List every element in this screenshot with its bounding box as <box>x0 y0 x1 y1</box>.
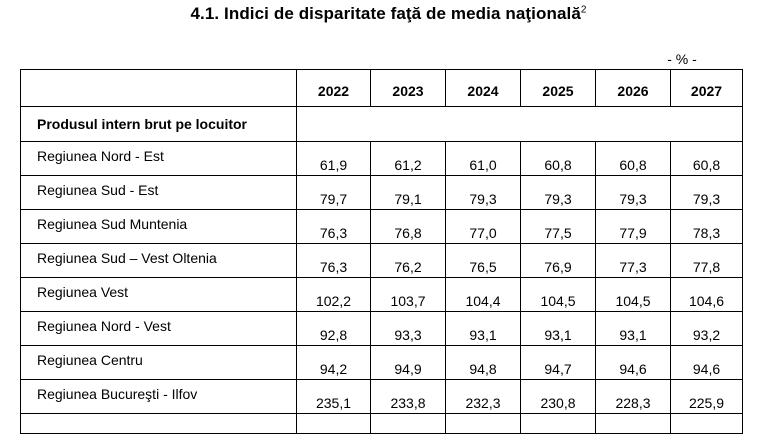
table-row: Regiunea Centru 94,2 94,9 94,8 94,7 94,6 94,6 <box>20 345 743 380</box>
section-empty-cell <box>296 106 743 142</box>
value-cell: 76,3 <box>296 243 371 278</box>
value-cell: 92,8 <box>296 311 371 346</box>
value-cell: 94,8 <box>445 345 521 380</box>
disparity-table: 2022 2023 2024 2025 2026 2027 Produsul i… <box>20 69 743 434</box>
empty-cell <box>595 413 671 434</box>
region-label: Regiunea Nord - Est <box>20 141 297 176</box>
table-row: Regiunea Sud Muntenia 76,3 76,8 77,0 77,5 77,… <box>20 209 743 244</box>
year-header: 2027 <box>670 69 743 107</box>
value-cell: 77,0 <box>445 209 521 244</box>
unit-label: - % - <box>667 51 697 67</box>
value-cell: 79,7 <box>296 175 371 210</box>
table-row: Regiunea Vest 102,2 103,7 104,4 104,5 104,5 10… <box>20 277 743 312</box>
value-cell: 93,1 <box>445 311 521 346</box>
table-row: Regiunea Nord - Vest 92,8 93,3 93,1 93,1 93,1… <box>20 311 743 346</box>
header-corner-cell <box>20 69 297 107</box>
value-cell: 228,3 <box>595 379 671 414</box>
section-label: Produsul intern brut pe locuitor <box>20 106 297 142</box>
value-cell: 94,2 <box>296 345 371 380</box>
value-cell: 232,3 <box>445 379 521 414</box>
region-label: Regiunea Vest <box>20 277 297 312</box>
value-cell: 93,2 <box>670 311 743 346</box>
value-cell: 103,7 <box>370 277 446 312</box>
value-cell: 76,5 <box>445 243 521 278</box>
region-label: Regiunea Nord - Vest <box>20 311 297 346</box>
title-text: 4.1. Indici de disparitate faţă de media… <box>190 4 581 23</box>
value-cell: 77,5 <box>520 209 596 244</box>
value-cell: 93,1 <box>595 311 671 346</box>
value-cell: 94,7 <box>520 345 596 380</box>
region-label: Regiunea Sud – Vest Oltenia <box>20 243 297 278</box>
value-cell: 76,8 <box>370 209 446 244</box>
header-row: 2022 2023 2024 2025 2026 2027 <box>20 69 743 107</box>
empty-cell <box>20 413 297 434</box>
value-cell: 60,8 <box>520 141 596 176</box>
value-cell: 94,9 <box>370 345 446 380</box>
value-cell: 78,3 <box>670 209 743 244</box>
value-cell: 77,8 <box>670 243 743 278</box>
value-cell: 60,8 <box>670 141 743 176</box>
empty-cell <box>445 413 521 434</box>
table-row: Regiunea Sud – Vest Oltenia 76,3 76,2 76,5 7… <box>20 243 743 278</box>
empty-cell <box>520 413 596 434</box>
value-cell: 94,6 <box>670 345 743 380</box>
table-row: Regiunea Bucureşti - Ilfov 235,1 233,8 232,… <box>20 379 743 414</box>
value-cell: 233,8 <box>370 379 446 414</box>
page-title: 4.1. Indici de disparitate faţă de media… <box>0 4 777 24</box>
region-label: Regiunea Sud Muntenia <box>20 209 297 244</box>
empty-cell <box>670 413 743 434</box>
year-header: 2023 <box>370 69 446 107</box>
value-cell: 60,8 <box>595 141 671 176</box>
value-cell: 61,9 <box>296 141 371 176</box>
value-cell: 79,3 <box>595 175 671 210</box>
value-cell: 102,2 <box>296 277 371 312</box>
value-cell: 76,9 <box>520 243 596 278</box>
table-row: Regiunea Sud - Est 79,7 79,1 79,3 79,3 79,3 79… <box>20 175 743 210</box>
section-row: Produsul intern brut pe locuitor <box>20 106 743 142</box>
value-cell: 61,2 <box>370 141 446 176</box>
value-cell: 76,2 <box>370 243 446 278</box>
value-cell: 76,3 <box>296 209 371 244</box>
year-header: 2026 <box>595 69 671 107</box>
value-cell: 104,5 <box>520 277 596 312</box>
value-cell: 93,3 <box>370 311 446 346</box>
value-cell: 77,3 <box>595 243 671 278</box>
value-cell: 104,4 <box>445 277 521 312</box>
value-cell: 77,9 <box>595 209 671 244</box>
value-cell: 225,9 <box>670 379 743 414</box>
year-header: 2025 <box>520 69 596 107</box>
value-cell: 104,5 <box>595 277 671 312</box>
empty-cell <box>296 413 371 434</box>
year-header: 2024 <box>445 69 521 107</box>
value-cell: 79,3 <box>670 175 743 210</box>
region-label: Regiunea Centru <box>20 345 297 380</box>
table-row: Regiunea Nord - Est 61,9 61,2 61,0 60,8 60,8 6… <box>20 141 743 176</box>
region-label: Regiunea Sud - Est <box>20 175 297 210</box>
region-label: Regiunea Bucureşti - Ilfov <box>20 379 297 414</box>
value-cell: 230,8 <box>520 379 596 414</box>
value-cell: 79,1 <box>370 175 446 210</box>
footnote-marker: 2 <box>580 4 587 16</box>
value-cell: 235,1 <box>296 379 371 414</box>
empty-cell <box>370 413 446 434</box>
value-cell: 104,6 <box>670 277 743 312</box>
table-row-partial <box>20 413 743 434</box>
value-cell: 79,3 <box>520 175 596 210</box>
value-cell: 61,0 <box>445 141 521 176</box>
year-header: 2022 <box>296 69 371 107</box>
value-cell: 93,1 <box>520 311 596 346</box>
value-cell: 94,6 <box>595 345 671 380</box>
value-cell: 79,3 <box>445 175 521 210</box>
